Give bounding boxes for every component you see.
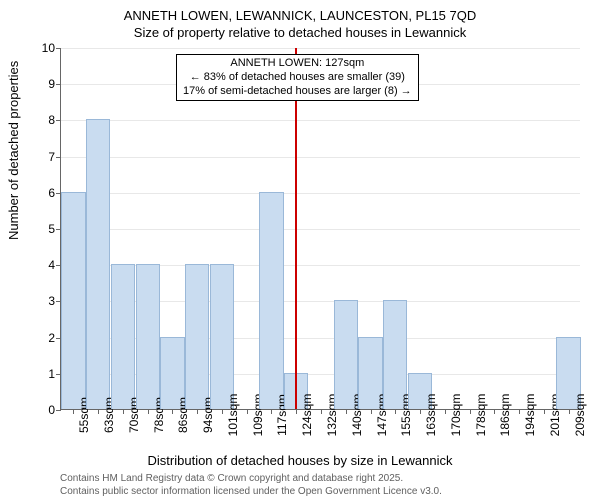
x-tick bbox=[445, 409, 446, 414]
gridline bbox=[61, 193, 580, 194]
x-tick bbox=[346, 409, 347, 414]
x-tick bbox=[98, 409, 99, 414]
x-tick-label: 124sqm bbox=[300, 394, 314, 437]
y-tick-label: 5 bbox=[48, 222, 55, 236]
y-axis-label: Number of detached properties bbox=[6, 61, 21, 240]
marker-line bbox=[295, 48, 297, 409]
x-tick bbox=[569, 409, 570, 414]
y-tick-label: 3 bbox=[48, 294, 55, 308]
footer-attribution: Contains HM Land Registry data © Crown c… bbox=[60, 473, 442, 498]
x-tick bbox=[247, 409, 248, 414]
x-tick bbox=[420, 409, 421, 414]
gridline bbox=[61, 120, 580, 121]
y-tick-label: 6 bbox=[48, 186, 55, 200]
title-line-1: ANNETH LOWEN, LEWANNICK, LAUNCESTON, PL1… bbox=[0, 8, 600, 25]
x-axis-label: Distribution of detached houses by size … bbox=[0, 453, 600, 468]
x-tick bbox=[172, 409, 173, 414]
histogram-bar bbox=[185, 264, 209, 409]
histogram-bar bbox=[210, 264, 234, 409]
x-tick-label: 186sqm bbox=[498, 394, 512, 437]
marker-annotation: ANNETH LOWEN: 127sqm ← 83% of detached h… bbox=[176, 54, 419, 101]
y-tick bbox=[56, 48, 61, 49]
y-tick bbox=[56, 410, 61, 411]
histogram-bar bbox=[259, 192, 283, 409]
chart-title: ANNETH LOWEN, LEWANNICK, LAUNCESTON, PL1… bbox=[0, 8, 600, 42]
plot-area: 01234567891055sqm63sqm70sqm78sqm86sqm94s… bbox=[60, 48, 580, 410]
x-tick-label: 178sqm bbox=[474, 394, 488, 437]
y-tick-label: 8 bbox=[48, 113, 55, 127]
gridline bbox=[61, 48, 580, 49]
histogram-bar bbox=[61, 192, 85, 409]
x-tick bbox=[271, 409, 272, 414]
y-tick-label: 10 bbox=[42, 41, 55, 55]
x-tick bbox=[197, 409, 198, 414]
histogram-bar bbox=[136, 264, 160, 409]
x-tick bbox=[73, 409, 74, 414]
x-tick bbox=[222, 409, 223, 414]
footer-line-2: Contains public sector information licen… bbox=[60, 486, 442, 499]
x-tick bbox=[544, 409, 545, 414]
y-tick-label: 9 bbox=[48, 77, 55, 91]
x-tick bbox=[148, 409, 149, 414]
gridline bbox=[61, 229, 580, 230]
y-tick-label: 0 bbox=[48, 403, 55, 417]
x-tick-label: 209sqm bbox=[573, 394, 587, 437]
annotation-line-2: ← 83% of detached houses are smaller (39… bbox=[183, 71, 412, 85]
y-tick-label: 7 bbox=[48, 150, 55, 164]
x-tick bbox=[371, 409, 372, 414]
x-tick-label: 163sqm bbox=[424, 394, 438, 437]
x-tick bbox=[470, 409, 471, 414]
annotation-line-3: 17% of semi-detached houses are larger (… bbox=[183, 85, 412, 99]
x-tick bbox=[123, 409, 124, 414]
y-tick bbox=[56, 157, 61, 158]
footer-line-1: Contains HM Land Registry data © Crown c… bbox=[60, 473, 442, 486]
y-tick-label: 2 bbox=[48, 331, 55, 345]
x-tick bbox=[296, 409, 297, 414]
y-tick bbox=[56, 84, 61, 85]
annotation-line-1: ANNETH LOWEN: 127sqm bbox=[183, 57, 412, 71]
x-tick bbox=[395, 409, 396, 414]
histogram-bar bbox=[111, 264, 135, 409]
title-line-2: Size of property relative to detached ho… bbox=[0, 25, 600, 42]
chart-container: ANNETH LOWEN, LEWANNICK, LAUNCESTON, PL1… bbox=[0, 0, 600, 500]
x-tick-label: 101sqm bbox=[226, 394, 240, 437]
x-tick bbox=[321, 409, 322, 414]
histogram-bar bbox=[86, 119, 110, 409]
y-tick bbox=[56, 120, 61, 121]
y-tick-label: 1 bbox=[48, 367, 55, 381]
x-tick bbox=[519, 409, 520, 414]
x-tick bbox=[494, 409, 495, 414]
x-tick-label: 194sqm bbox=[523, 394, 537, 437]
gridline bbox=[61, 157, 580, 158]
y-tick-label: 4 bbox=[48, 258, 55, 272]
x-tick-label: 170sqm bbox=[449, 394, 463, 437]
